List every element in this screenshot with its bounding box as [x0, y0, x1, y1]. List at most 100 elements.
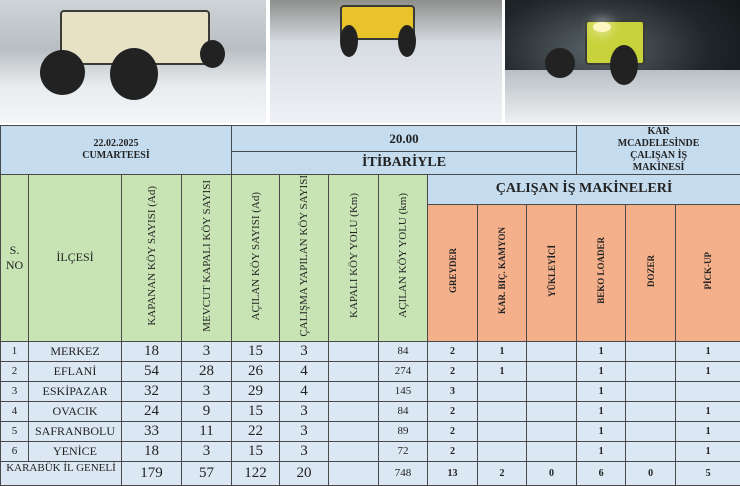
- cell: 1: [676, 441, 740, 461]
- cell: [626, 421, 676, 441]
- cell: YENİCE: [29, 441, 122, 461]
- cell: 3: [280, 401, 329, 421]
- cell: 18: [122, 341, 182, 361]
- total-cell: 20: [280, 461, 329, 485]
- cell: 28: [182, 361, 232, 381]
- col-mevcut-kapali: MEVCUT KAPALI KÖY SAYISI: [182, 175, 232, 342]
- cell: [527, 381, 577, 401]
- cell: 1: [676, 421, 740, 441]
- cell: 54: [122, 361, 182, 381]
- cell: 274: [379, 361, 428, 381]
- cell: 1: [676, 341, 740, 361]
- col-greyder: GREYDER: [428, 204, 478, 341]
- cell: 2: [428, 401, 478, 421]
- col-acilan: AÇILAN KÖY SAYISI (Ad): [232, 175, 280, 342]
- cell: 3: [1, 381, 29, 401]
- total-cell: 13: [428, 461, 478, 485]
- total-cell: 6: [577, 461, 626, 485]
- cell: [626, 441, 676, 461]
- cell: 145: [379, 381, 428, 401]
- machines-subtitle: ÇALIŞAN İŞ MAKİNELERİ: [428, 175, 740, 205]
- cell: 3: [182, 381, 232, 401]
- cell: 1: [577, 421, 626, 441]
- cell: 24: [122, 401, 182, 421]
- night-plow-photo: [505, 0, 740, 123]
- cell: 6: [1, 441, 29, 461]
- cell: 1: [577, 381, 626, 401]
- cell: 15: [232, 441, 280, 461]
- cell: 72: [379, 441, 428, 461]
- cell: 2: [428, 421, 478, 441]
- cell: [478, 421, 527, 441]
- cell: 4: [1, 401, 29, 421]
- cell: 3: [280, 441, 329, 461]
- cell: 1: [1, 341, 29, 361]
- cell: 1: [478, 361, 527, 381]
- cell: 2: [428, 441, 478, 461]
- total-cell: 122: [232, 461, 280, 485]
- cell: [527, 441, 577, 461]
- cell: [527, 401, 577, 421]
- cell: 2: [428, 361, 478, 381]
- cell: 9: [182, 401, 232, 421]
- cell: 3: [182, 341, 232, 361]
- cell: [329, 441, 379, 461]
- itibariyle-label: İTİBARİYLE: [232, 152, 577, 175]
- cell: 1: [478, 341, 527, 361]
- cell: 3: [182, 441, 232, 461]
- col-ilce: İLÇESİ: [29, 175, 122, 342]
- total-cell: 0: [626, 461, 676, 485]
- cell: [626, 341, 676, 361]
- cell: [676, 381, 740, 401]
- cell: [329, 401, 379, 421]
- cell: 33: [122, 421, 182, 441]
- col-calisma: ÇALIŞMA YAPILAN KÖY SAYISI: [280, 175, 329, 342]
- cell: 1: [577, 341, 626, 361]
- total-cell: 2: [478, 461, 527, 485]
- total-cell: 748: [379, 461, 428, 485]
- cell: 11: [182, 421, 232, 441]
- cell: 3: [280, 421, 329, 441]
- cell: 84: [379, 401, 428, 421]
- cell: 26: [232, 361, 280, 381]
- total-cell: 179: [122, 461, 182, 485]
- cell: 1: [577, 441, 626, 461]
- cell: 1: [676, 401, 740, 421]
- cell: 4: [280, 361, 329, 381]
- grader-snow-photo: [0, 0, 266, 123]
- col-sno: S. NO: [1, 175, 29, 342]
- total-cell: 0: [527, 461, 577, 485]
- total-label: KARABÜK İL GENELİ: [1, 461, 122, 485]
- cell: [478, 381, 527, 401]
- cell: [478, 401, 527, 421]
- cell: 29: [232, 381, 280, 401]
- cell: 18: [122, 441, 182, 461]
- cell: [626, 401, 676, 421]
- cell: 15: [232, 401, 280, 421]
- cell: ESKİPAZAR: [29, 381, 122, 401]
- cell: 3: [428, 381, 478, 401]
- total-cell: [329, 461, 379, 485]
- cell: 89: [379, 421, 428, 441]
- cell: [626, 361, 676, 381]
- cell: 84: [379, 341, 428, 361]
- cell: EFLANİ: [29, 361, 122, 381]
- cell: 1: [577, 401, 626, 421]
- col-kapanan: KAPANAN KÖY SAYISI (Ad): [122, 175, 182, 342]
- col-beko: BEKO LOADER: [577, 204, 626, 341]
- cell: 3: [280, 341, 329, 361]
- cell: [478, 441, 527, 461]
- cell: [527, 361, 577, 381]
- cell: [329, 381, 379, 401]
- col-yukleyici: YÜKLEYİCİ: [527, 204, 577, 341]
- cell: 15: [232, 341, 280, 361]
- cell: 4: [280, 381, 329, 401]
- cell: 2: [1, 361, 29, 381]
- col-pickup: PİCK-UP: [676, 204, 740, 341]
- col-dozer: DOZER: [626, 204, 676, 341]
